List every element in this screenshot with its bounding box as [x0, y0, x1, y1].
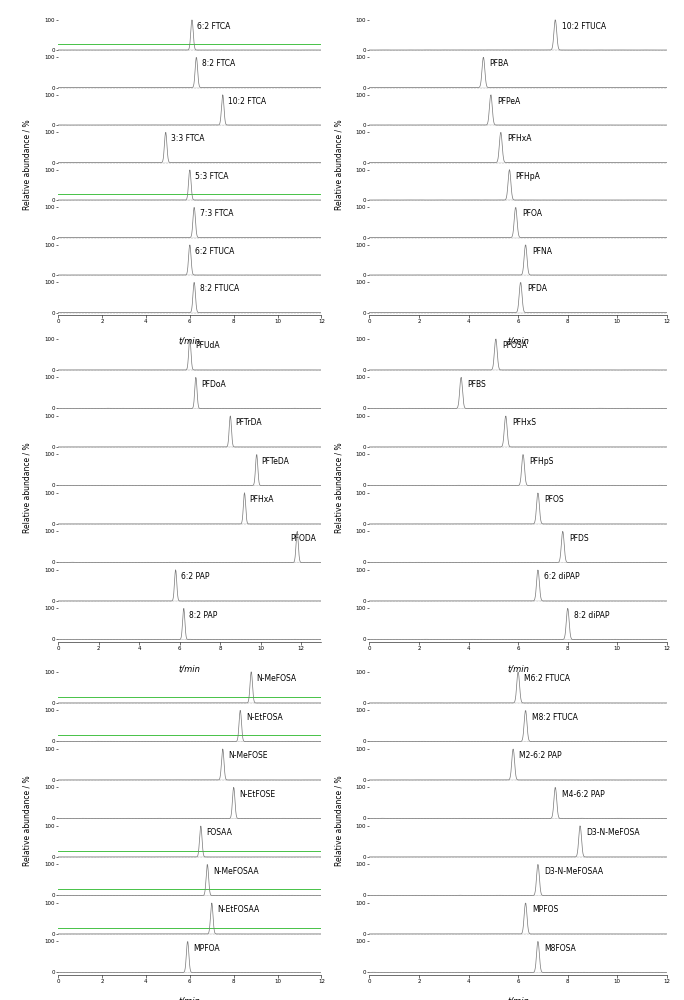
Text: 6:2 PAP: 6:2 PAP	[181, 572, 209, 581]
Text: 6:2 FTUCA: 6:2 FTUCA	[196, 247, 235, 256]
Text: PFHxS: PFHxS	[512, 418, 536, 427]
Text: t/min: t/min	[508, 337, 529, 346]
Text: Relative abundance / %: Relative abundance / %	[23, 443, 32, 533]
Text: 10:2 FTUCA: 10:2 FTUCA	[562, 22, 605, 31]
Text: M8:2 FTUCA: M8:2 FTUCA	[531, 713, 578, 722]
Text: 6:2 FTCA: 6:2 FTCA	[198, 22, 231, 31]
Text: N-EtFOSA: N-EtFOSA	[246, 713, 282, 722]
Text: PFBS: PFBS	[467, 380, 486, 389]
Text: 8:2 FTUCA: 8:2 FTUCA	[200, 284, 239, 293]
Text: M6:2 FTUCA: M6:2 FTUCA	[525, 674, 570, 683]
Text: D3-N-MeFOSA: D3-N-MeFOSA	[586, 828, 640, 837]
Text: N-EtFOSAA: N-EtFOSAA	[218, 905, 259, 914]
Text: t/min: t/min	[179, 664, 200, 673]
Text: PFOSA: PFOSA	[502, 341, 527, 350]
Text: M8FOSA: M8FOSA	[544, 944, 576, 953]
Text: Relative abundance / %: Relative abundance / %	[334, 776, 343, 866]
Text: MPFOA: MPFOA	[193, 944, 220, 953]
Text: t/min: t/min	[508, 664, 529, 673]
Text: 8:2 FTCA: 8:2 FTCA	[202, 59, 235, 68]
Text: FOSAA: FOSAA	[207, 828, 232, 837]
Text: Relative abundance / %: Relative abundance / %	[23, 120, 32, 210]
Text: 10:2 FTCA: 10:2 FTCA	[228, 97, 266, 106]
Text: PFUdA: PFUdA	[195, 341, 220, 350]
Text: PFTeDA: PFTeDA	[262, 457, 289, 466]
Text: PFOA: PFOA	[522, 209, 542, 218]
Text: 8:2 PAP: 8:2 PAP	[189, 611, 218, 620]
Text: 5:3 FTCA: 5:3 FTCA	[196, 172, 228, 181]
Text: M4-6:2 PAP: M4-6:2 PAP	[562, 790, 604, 799]
Text: N-EtFOSE: N-EtFOSE	[239, 790, 276, 799]
Text: PFDA: PFDA	[527, 284, 547, 293]
Text: PFBA: PFBA	[490, 59, 509, 68]
Text: Relative abundance / %: Relative abundance / %	[334, 443, 343, 533]
Text: PFDoA: PFDoA	[201, 380, 226, 389]
Text: PFDS: PFDS	[569, 534, 589, 543]
Text: t/min: t/min	[179, 337, 200, 346]
Text: PFHxA: PFHxA	[507, 134, 531, 143]
Text: t/min: t/min	[508, 997, 529, 1000]
Text: N-MeFOSE: N-MeFOSE	[228, 751, 267, 760]
Text: MPFOS: MPFOS	[531, 905, 558, 914]
Text: 7:3 FTCA: 7:3 FTCA	[200, 209, 233, 218]
Text: Relative abundance / %: Relative abundance / %	[23, 776, 32, 866]
Text: M2-6:2 PAP: M2-6:2 PAP	[519, 751, 562, 760]
Text: PFNA: PFNA	[531, 247, 552, 256]
Text: PFPeA: PFPeA	[497, 97, 521, 106]
Text: 6:2 diPAP: 6:2 diPAP	[544, 572, 580, 581]
Text: PFHxA: PFHxA	[250, 495, 274, 504]
Text: 8:2 diPAP: 8:2 diPAP	[574, 611, 609, 620]
Text: PFODA: PFODA	[290, 534, 316, 543]
Text: PFOS: PFOS	[544, 495, 564, 504]
Text: PFHpS: PFHpS	[529, 457, 553, 466]
Text: N-MeFOSAA: N-MeFOSAA	[213, 867, 259, 876]
Text: Relative abundance / %: Relative abundance / %	[334, 120, 343, 210]
Text: D3-N-MeFOSAA: D3-N-MeFOSAA	[544, 867, 603, 876]
Text: N-MeFOSA: N-MeFOSA	[256, 674, 297, 683]
Text: PFTrDA: PFTrDA	[235, 418, 262, 427]
Text: PFHpA: PFHpA	[516, 172, 540, 181]
Text: 3:3 FTCA: 3:3 FTCA	[171, 134, 205, 143]
Text: t/min: t/min	[179, 997, 200, 1000]
